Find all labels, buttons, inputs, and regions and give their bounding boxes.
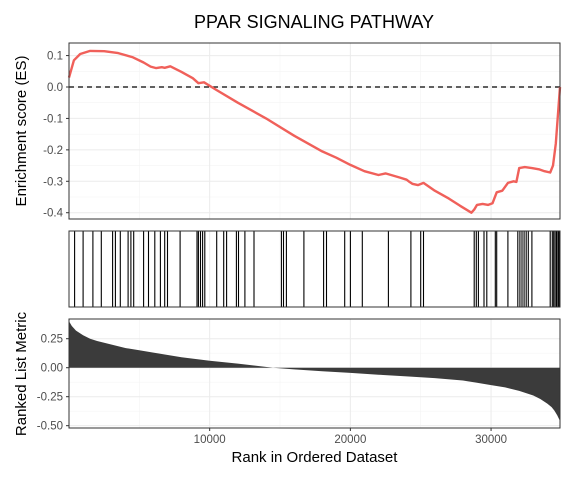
- y-tick-label: -0.2: [43, 145, 63, 157]
- hits-panel-frame: [68, 230, 561, 308]
- enrichment-panel-background: [68, 42, 561, 220]
- chart-title: PPAR SIGNALING PATHWAY: [194, 12, 434, 32]
- x-tick-label: 30000: [475, 434, 507, 446]
- y-tick-label: -0.50: [37, 421, 63, 433]
- x-axis-title: Rank in Ordered Dataset: [232, 449, 399, 466]
- y-tick-label: -0.25: [37, 392, 63, 404]
- enrichment-panel-frame: [68, 42, 561, 220]
- x-tick-label: 20000: [334, 434, 366, 446]
- y-tick-label: -0.1: [43, 113, 63, 125]
- hits-panel: [68, 230, 561, 308]
- y-tick-label: 0.0: [47, 82, 63, 94]
- y-tick-label: 0.1: [47, 51, 63, 63]
- ranked-metric-x-ticks: 10000 20000 30000: [194, 428, 507, 446]
- ranked-metric-panel-frame: [68, 318, 561, 429]
- y-tick-label: 0.00: [41, 363, 63, 375]
- gene-hit-markers: [74, 231, 561, 307]
- ranked-metric-y-ticks: 0.25 0.00 -0.25 -0.50: [37, 334, 69, 433]
- ranked-metric-y-axis-title: Ranked List Metric: [13, 311, 30, 436]
- ranked-metric-area: [69, 321, 560, 421]
- enrichment-y-axis-title: Enrichment score (ES): [13, 56, 30, 207]
- ranked-metric-panel: 0.25 0.00 -0.25 -0.50 10000 20000 30000 Ranke…: [13, 311, 561, 466]
- enrichment-panel: 0.1 0.0 -0.1 -0.2 -0.3 -0.4 Enrichment score …: [13, 42, 562, 220]
- y-tick-label: -0.4: [43, 208, 63, 220]
- y-tick-label: 0.25: [41, 334, 63, 346]
- x-tick-label: 10000: [194, 434, 226, 446]
- running-enrichment-line: [67, 49, 562, 214]
- enrichment-y-ticks: 0.1 0.0 -0.1 -0.2 -0.3 -0.4: [43, 51, 69, 220]
- y-tick-label: -0.3: [43, 176, 63, 188]
